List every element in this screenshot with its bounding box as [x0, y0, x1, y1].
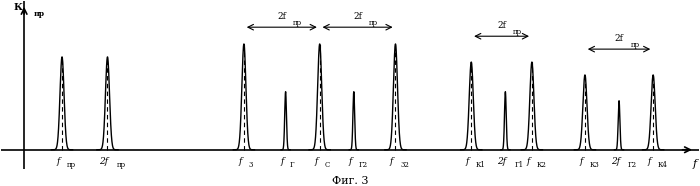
Text: пр: пр: [369, 19, 378, 27]
Text: f: f: [239, 158, 241, 166]
Text: Г2: Г2: [628, 161, 637, 169]
Text: f: f: [648, 158, 651, 166]
Text: f: f: [280, 158, 284, 166]
Text: пр: пр: [513, 28, 522, 36]
Text: 32: 32: [400, 161, 409, 169]
Text: 2f: 2f: [615, 34, 624, 43]
Text: К: К: [14, 3, 22, 12]
Text: 3: 3: [248, 161, 253, 169]
Text: пр: пр: [66, 161, 76, 169]
Text: 2f: 2f: [99, 158, 108, 166]
Text: f: f: [466, 158, 469, 166]
Text: f: f: [390, 158, 393, 166]
Text: пр: пр: [33, 10, 44, 18]
Text: Г: Г: [290, 161, 295, 169]
Text: Г2: Г2: [358, 161, 368, 169]
Text: f: f: [57, 158, 60, 166]
Text: К3: К3: [589, 161, 599, 169]
Text: 2f: 2f: [497, 21, 506, 30]
Text: К4: К4: [658, 161, 668, 169]
Text: пр: пр: [631, 41, 640, 49]
Text: f: f: [526, 158, 530, 166]
Text: f: f: [580, 158, 583, 166]
Text: f: f: [349, 158, 351, 166]
Text: Г1: Г1: [514, 161, 524, 169]
Text: 2f: 2f: [277, 12, 286, 21]
Text: К2: К2: [536, 161, 546, 169]
Text: C: C: [324, 161, 330, 169]
Text: пр: пр: [293, 19, 302, 27]
Text: 2f: 2f: [610, 158, 620, 166]
Text: пр: пр: [117, 161, 126, 169]
Text: f: f: [693, 159, 697, 169]
Text: f: f: [314, 158, 318, 166]
Text: 2f: 2f: [497, 158, 506, 166]
Text: 2f: 2f: [353, 12, 362, 21]
Text: Фиг. 3: Фиг. 3: [332, 176, 368, 186]
Text: К1: К1: [476, 161, 486, 169]
